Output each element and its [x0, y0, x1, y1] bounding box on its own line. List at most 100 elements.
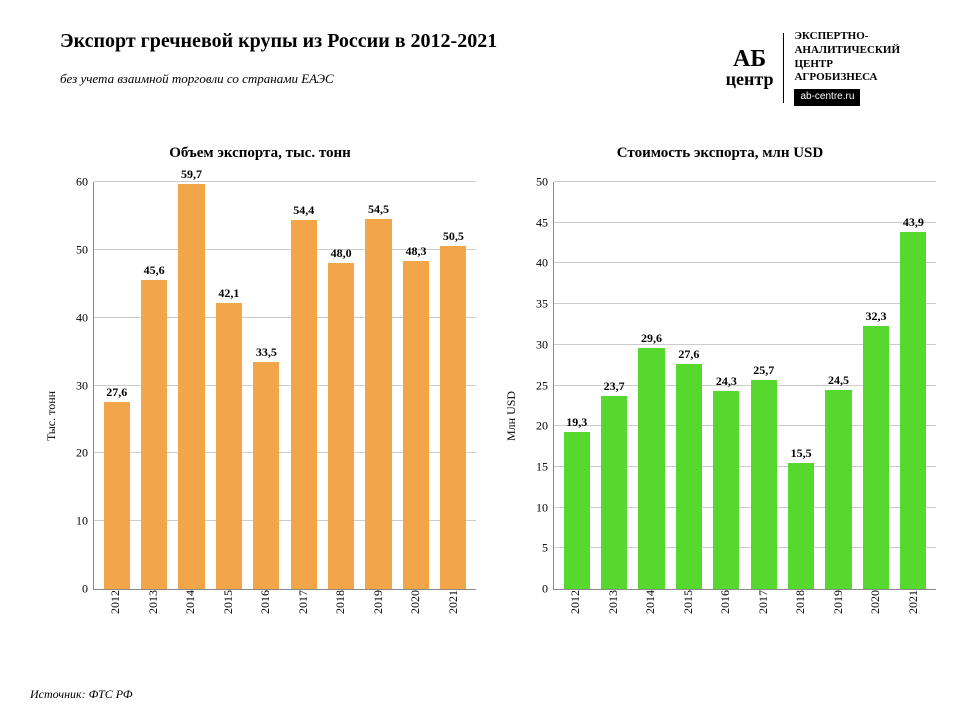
x-tick: 2015	[670, 590, 708, 660]
bar	[676, 364, 702, 589]
bar-slot: 54,4	[285, 182, 322, 589]
bar-value-label: 19,3	[566, 415, 587, 430]
bar	[253, 362, 279, 589]
bar-slot: 23,7	[595, 182, 632, 589]
y-tick-label: 10	[536, 500, 554, 515]
bar-slot: 27,6	[98, 182, 135, 589]
y-tick-label: 20	[536, 419, 554, 434]
logo-mark: АБ центр	[726, 48, 774, 88]
bar	[825, 390, 851, 589]
bar-slot: 48,3	[397, 182, 434, 589]
x-tick: 2019	[820, 590, 858, 660]
bar	[216, 303, 242, 589]
bar-value-label: 27,6	[678, 347, 699, 362]
x-tick-label: 2021	[906, 590, 921, 620]
bar	[291, 220, 317, 589]
header-text: Экспорт гречневой крупы из России в 2012…	[60, 30, 497, 87]
bar	[365, 219, 391, 589]
x-tick-label: 2020	[868, 590, 883, 620]
bar-value-label: 24,5	[828, 373, 849, 388]
x-tick-label: 2016	[258, 590, 273, 620]
page-subtitle: без учета взаимной торговли со странами …	[60, 71, 497, 87]
chart-plot: 010203040506027,645,659,742,133,554,448,…	[59, 172, 480, 660]
bar	[751, 380, 777, 589]
bar-value-label: 59,7	[181, 167, 202, 182]
y-tick-label: 50	[76, 242, 94, 257]
bar-value-label: 27,6	[106, 385, 127, 400]
bar-slot: 24,3	[708, 182, 745, 589]
bar-value-label: 23,7	[604, 379, 625, 394]
bar-value-label: 33,5	[256, 345, 277, 360]
logo-center: центр	[726, 71, 774, 88]
bar	[788, 463, 814, 589]
x-tick-label: 2014	[643, 590, 658, 620]
bar-value-label: 54,4	[293, 203, 314, 218]
x-tick: 2018	[782, 590, 820, 660]
y-axis-label: Mлн USD	[500, 172, 519, 660]
y-tick-label: 20	[76, 446, 94, 461]
bar	[328, 263, 354, 589]
y-tick-label: 30	[76, 378, 94, 393]
bar-value-label: 43,9	[903, 215, 924, 230]
x-tick-label: 2021	[446, 590, 461, 620]
logo-text-line: АГРОБИЗНЕСА	[794, 71, 900, 85]
x-tick-label: 2014	[183, 590, 198, 620]
bar	[638, 348, 664, 589]
bar-value-label: 50,5	[443, 229, 464, 244]
chart-title: Стоимость экспорта, млн USD	[500, 145, 940, 162]
logo-separator	[783, 33, 784, 103]
x-tick-label: 2013	[146, 590, 161, 620]
y-tick-label: 15	[536, 459, 554, 474]
y-tick-label: 50	[536, 175, 554, 190]
x-tick-label: 2019	[371, 590, 386, 620]
bar-slot: 59,7	[173, 182, 210, 589]
bar-slot: 32,3	[857, 182, 894, 589]
bar-slot: 50,5	[435, 182, 472, 589]
bar-slot: 24,5	[820, 182, 857, 589]
x-tick-label: 2013	[606, 590, 621, 620]
x-tick-label: 2018	[793, 590, 808, 620]
x-tick-label: 2017	[756, 590, 771, 620]
x-tick-label: 2019	[831, 590, 846, 620]
bar	[141, 280, 167, 589]
logo-text-line: ЭКСПЕРТНО-	[794, 30, 900, 44]
header: Экспорт гречневой крупы из России в 2012…	[60, 30, 900, 106]
chart-plot: 0510152025303540455019,323,729,627,624,3…	[519, 172, 940, 660]
bar-slot: 48,0	[322, 182, 359, 589]
x-tick-label: 2016	[718, 590, 733, 620]
bars-row: 19,3 23,7 29,6 27,6 24,3 25,7 15,5 24,5 32,3 43,9	[554, 182, 936, 589]
y-tick-label: 40	[76, 310, 94, 325]
bar-slot: 43,9	[895, 182, 932, 589]
chart-title: Объем экспорта, тыс. тонн	[40, 145, 480, 162]
bar	[601, 396, 627, 589]
bar-slot: 19,3	[558, 182, 595, 589]
x-tick: 2021	[895, 590, 933, 660]
x-tick-label: 2012	[568, 590, 583, 620]
logo-text-line: ЦЕНТР	[794, 58, 900, 72]
bar-value-label: 29,6	[641, 331, 662, 346]
x-tick: 2017	[285, 590, 323, 660]
bar-value-label: 15,5	[791, 446, 812, 461]
y-tick-label: 45	[536, 215, 554, 230]
bar-slot: 27,6	[670, 182, 707, 589]
y-tick-label: 35	[536, 297, 554, 312]
y-tick-label: 60	[76, 175, 94, 190]
x-tick: 2012	[97, 590, 135, 660]
x-tick: 2020	[397, 590, 435, 660]
y-tick-label: 10	[76, 514, 94, 529]
y-tick-label: 5	[542, 541, 554, 556]
x-tick-label: 2015	[681, 590, 696, 620]
bar-slot: 25,7	[745, 182, 782, 589]
x-tick: 2014	[632, 590, 670, 660]
value-chart: Стоимость экспорта, млн USD Mлн USD 0510…	[500, 145, 940, 660]
volume-chart: Объем экспорта, тыс. тонн Тыс. тонн 0102…	[40, 145, 480, 660]
x-tick: 2021	[435, 590, 473, 660]
bar-value-label: 45,6	[144, 263, 165, 278]
x-tick: 2018	[322, 590, 360, 660]
bar-slot: 54,5	[360, 182, 397, 589]
bar-value-label: 32,3	[865, 309, 886, 324]
x-tick: 2015	[210, 590, 248, 660]
bar-value-label: 24,3	[716, 374, 737, 389]
x-tick-label: 2015	[221, 590, 236, 620]
bar	[403, 261, 429, 589]
